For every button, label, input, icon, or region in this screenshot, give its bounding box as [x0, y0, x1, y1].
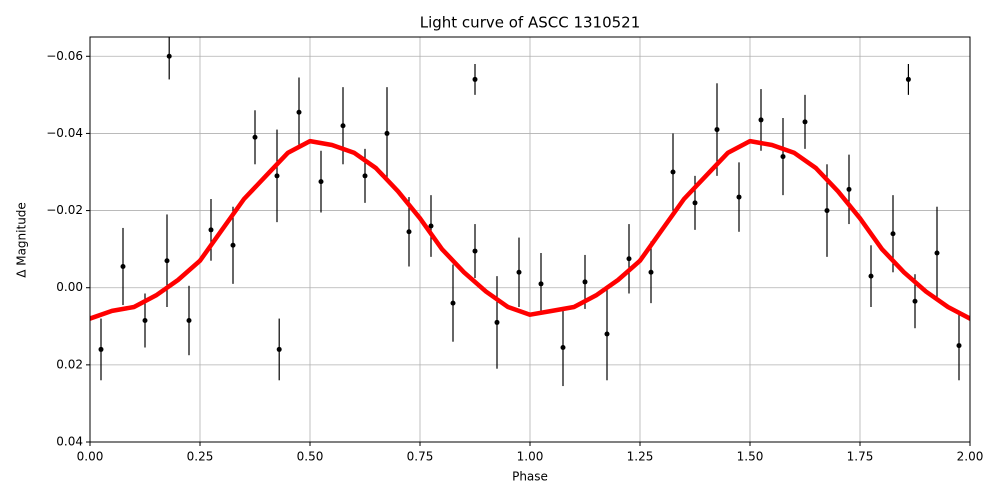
data-point: [208, 227, 214, 233]
data-point: [362, 173, 368, 179]
data-point: [538, 281, 544, 287]
data-point: [98, 346, 104, 352]
data-point: [824, 208, 830, 214]
data-point: [340, 123, 346, 129]
data-point: [758, 117, 764, 123]
data-point: [276, 346, 282, 352]
data-point: [956, 343, 962, 349]
data-point: [252, 134, 258, 140]
grid: [89, 37, 971, 443]
data-point: [780, 154, 786, 160]
data-point: [802, 119, 808, 125]
data-point: [868, 273, 874, 279]
data-point: [912, 298, 918, 304]
data-point: [318, 179, 324, 185]
data-point: [384, 130, 390, 136]
x-tick-label: 0.25: [187, 450, 214, 464]
x-tick-label: 0.50: [297, 450, 324, 464]
data-point: [186, 318, 192, 323]
data-point: [428, 223, 434, 229]
data-point: [692, 200, 698, 206]
y-tick-label: −0.04: [46, 126, 83, 140]
data-point: [670, 169, 676, 175]
data-point: [905, 76, 911, 82]
x-axis-label: Phase: [512, 470, 548, 484]
data-point: [648, 269, 654, 275]
data-point: [472, 76, 478, 82]
data-point: [890, 231, 896, 237]
data-point: [714, 127, 720, 133]
data-point: [472, 248, 478, 254]
x-tick-label: 1.25: [627, 450, 654, 464]
y-tick-label: 0.04: [56, 435, 83, 449]
data-point: [604, 331, 610, 337]
x-tick-label: 0.00: [77, 450, 104, 464]
data-point: [934, 250, 940, 256]
data-point: [142, 318, 148, 323]
data-point: [120, 264, 126, 269]
data-point: [406, 229, 412, 235]
x-tick-label: 1.50: [737, 450, 764, 464]
y-tick-label: 0.02: [56, 357, 83, 371]
y-tick-label: −0.02: [46, 203, 83, 217]
x-tick-label: 2.00: [957, 450, 984, 464]
data-point: [274, 173, 280, 179]
data-point: [494, 319, 500, 325]
data-point: [846, 186, 852, 192]
binned-curve: [90, 138, 970, 321]
data-point: [296, 109, 302, 115]
data-point: [560, 345, 566, 350]
x-tick-label: 0.75: [407, 450, 434, 464]
data-point: [582, 279, 588, 285]
x-tick-label: 1.00: [517, 450, 544, 464]
data-point: [736, 194, 742, 200]
x-tick-label: 1.75: [847, 450, 874, 464]
y-tick-label: 0.00: [56, 280, 83, 294]
y-axis-label: Δ Magnitude: [15, 202, 29, 278]
data-point: [450, 300, 456, 306]
data-point: [230, 242, 236, 248]
data-point: [166, 53, 172, 59]
data-point: [626, 256, 632, 262]
y-tick-label: −0.06: [46, 49, 83, 63]
plot-area: [90, 37, 970, 387]
data-point: [516, 269, 522, 275]
ticks: 0.00 0.25 0.50 0.75 1.00 1.25 1.50 1.75 2.00 −0.0…: [46, 49, 983, 464]
chart-title: Light curve of ASCC 1310521: [420, 14, 641, 32]
data-point: [164, 258, 170, 264]
